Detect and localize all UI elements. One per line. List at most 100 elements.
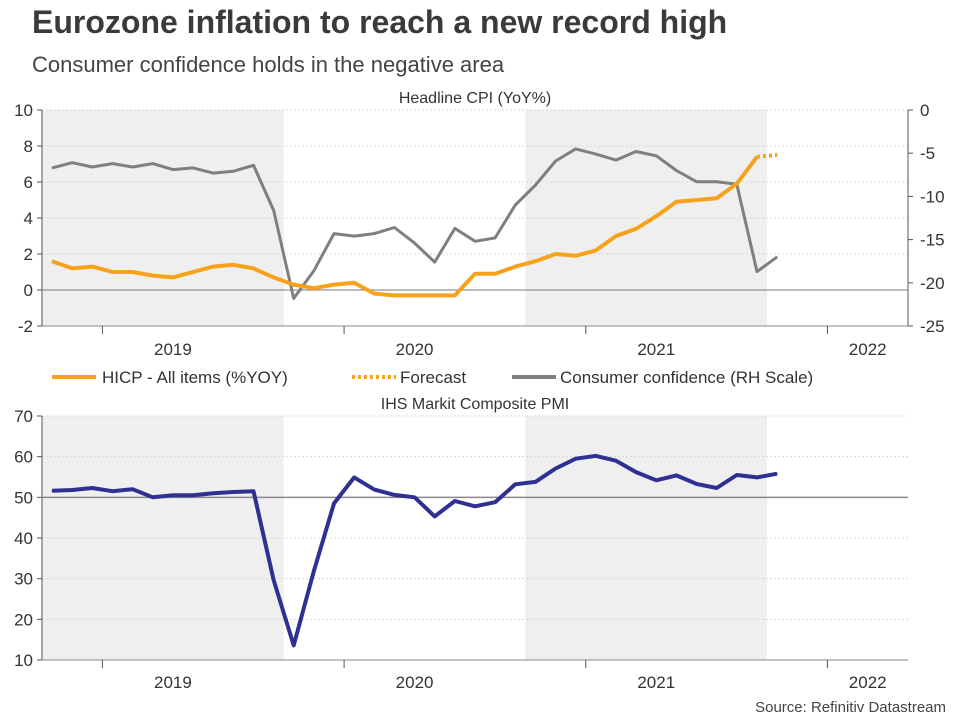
series-hicp-point [655,215,657,217]
series-pmi-point [293,644,295,646]
y-tick-label-right: -10 [920,187,945,206]
series-hicp-points [51,156,758,296]
series-pmi-point [494,501,496,503]
series-forecast-points [756,154,778,158]
series-consumer-confidence-point [91,166,93,168]
series-hicp-point [192,271,194,273]
y-tick-label-right: -25 [920,317,945,336]
series-forecast-point [756,156,758,158]
series-pmi-point [635,471,637,473]
y-tick-label-right: -15 [920,231,945,250]
series-consumer-confidence-point [172,169,174,171]
series-hicp-point [393,294,396,296]
panel-title: Headline CPI (YoY%) [399,90,551,107]
series-hicp-point [716,197,718,199]
series-consumer-confidence-point [333,232,335,235]
series-pmi-point [172,494,174,496]
series-consumer-confidence-point [111,162,114,165]
series-consumer-confidence-point [695,181,698,183]
series-consumer-confidence-point [514,204,516,206]
series-pmi-point [595,455,597,457]
series-consumer-confidence-point [132,166,134,168]
series-hicp-point [615,235,617,237]
series-pmi-point [695,483,698,485]
series-pmi-point [454,500,456,502]
series-pmi-point [393,494,396,496]
series-hicp-line [51,155,759,298]
series-hicp-point [111,271,114,273]
series-hicp-point [273,276,275,278]
series-consumer-confidence-point [353,235,355,237]
series-consumer-confidence-points [51,148,778,299]
series-pmi-point [232,491,234,493]
series-consumer-confidence-point [273,209,275,211]
series-consumer-confidence-point [534,184,537,186]
y-tick-label-left: 30 [14,570,33,589]
series-pmi-point [474,505,476,507]
series-hicp-point [494,273,496,275]
series-hicp-point [675,201,677,203]
series-pmi-point [333,502,335,505]
series-pmi-point [575,458,577,460]
series-hicp-point [152,275,154,277]
series-pmi-point [353,476,355,479]
series-pmi-point [132,488,134,490]
series-consumer-confidence-point [454,227,456,229]
series-pmi-point [192,494,194,496]
series-consumer-confidence-point [635,150,637,153]
series-hicp-point [635,228,637,230]
series-pmi-point [91,487,93,489]
legend-label-hicp: HICP - All items (%YOY) [102,368,288,387]
series-hicp-point [534,260,537,262]
x-year-label: 2022 [849,673,887,692]
series-hicp-point [353,282,355,284]
series-consumer-confidence-point [212,172,214,174]
series-hicp-point [132,271,134,273]
series-pmi-point [554,467,557,470]
series-consumer-confidence-point [51,167,53,169]
y-tick-label-left: -2 [18,317,33,336]
series-consumer-confidence-point [474,240,476,242]
y-tick-label-left: 2 [24,245,33,264]
y-tick-label-left: 0 [24,281,33,300]
series-hicp-point [595,249,597,251]
y-tick-label-left: 50 [14,488,33,507]
source-note: Source: Refinitiv Datastream [755,699,946,716]
series-consumer-confidence-point [252,164,255,166]
x-year-label: 2019 [154,340,192,359]
x-year-label: 2021 [637,340,675,359]
series-pmi-point [313,570,315,572]
series-hicp-point [293,284,295,286]
series-consumer-confidence-point [192,167,194,169]
series-pmi-point [615,460,617,462]
y-tick-label-left: 60 [14,448,33,467]
series-pmi-point [434,515,436,518]
y-tick-label-left: 10 [14,651,33,670]
series-pmi-point [655,479,657,481]
series-consumer-confidence-point [615,159,617,161]
series-pmi-point [776,473,778,475]
series-consumer-confidence-point [313,270,315,272]
series-consumer-confidence-point [776,256,778,258]
series-pmi-point [71,489,73,491]
series-consumer-confidence-point [373,232,375,235]
series-consumer-confidence-point [152,162,154,165]
panel-title: IHS Markit Composite PMI [381,396,569,413]
y-tick-label-left: 20 [14,610,33,629]
series-consumer-confidence-point [595,153,597,155]
series-hicp-point [413,294,416,296]
series-hicp-point [695,199,698,201]
series-hicp-point [736,183,738,185]
y-tick-label-left: 8 [24,137,33,156]
series-hicp-point [212,266,214,268]
series-pmi-point [756,476,758,479]
legend-label-confidence: Consumer confidence (RH Scale) [560,368,813,387]
series-pmi-point [514,483,516,485]
series-consumer-confidence-point [675,169,677,172]
y-tick-label-right: -5 [920,144,935,163]
x-year-label: 2021 [637,673,675,692]
y-tick-label-right: -20 [920,274,945,293]
series-consumer-confidence-point [655,155,657,157]
series-pmi-point [51,490,53,492]
